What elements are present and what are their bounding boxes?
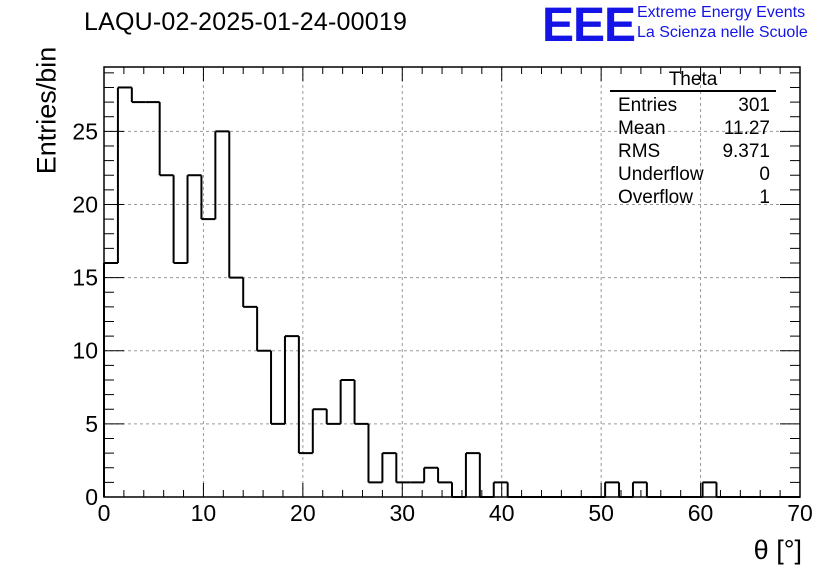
logo-line-1: Extreme Energy Events xyxy=(637,4,806,21)
stats-title: Theta xyxy=(610,70,776,92)
x-axis-label: θ [°] xyxy=(753,535,802,565)
chart-title: LAQU-02-2025-01-24-00019 xyxy=(84,8,408,36)
stats-row: Underflow 0 xyxy=(610,163,776,186)
y-tick-label: 0 xyxy=(85,484,98,510)
y-tick-label: 15 xyxy=(72,265,98,291)
y-tick-label: 20 xyxy=(72,191,98,217)
plot-frame xyxy=(103,66,801,498)
stats-value: 0 xyxy=(759,164,770,185)
stats-row: Entries 301 xyxy=(610,94,776,117)
y-tick-label: 10 xyxy=(72,338,98,364)
stats-label: Underflow xyxy=(618,164,704,185)
eee-logo: EEE xyxy=(542,0,636,52)
x-tick-label: 60 xyxy=(688,500,714,526)
stats-value: 1 xyxy=(759,187,770,208)
stats-label: RMS xyxy=(618,141,661,162)
x-tick-label: 10 xyxy=(191,500,217,526)
x-tick-label: 50 xyxy=(588,500,614,526)
stats-row: RMS 9.371 xyxy=(610,140,776,163)
stats-value: 301 xyxy=(738,95,770,116)
x-tick-label: 0 xyxy=(98,500,111,526)
stats-label: Entries xyxy=(618,95,678,116)
x-tick-label: 30 xyxy=(389,500,415,526)
y-axis-label: Entries/bin xyxy=(31,46,62,175)
y-tick-label: 25 xyxy=(72,118,98,144)
stats-box: Theta Entries 301 Mean 11.27 RMS 9.371 Unde… xyxy=(610,70,776,209)
stats-value: 9.371 xyxy=(722,141,770,162)
stats-row: Overflow 1 xyxy=(610,186,776,209)
stats-row: Mean 11.27 xyxy=(610,117,776,140)
stats-label: Mean xyxy=(618,118,666,139)
stats-value: 11.27 xyxy=(723,118,770,139)
x-tick-label: 70 xyxy=(787,500,813,526)
x-tick-label: 40 xyxy=(489,500,515,526)
grid-lines xyxy=(104,67,800,497)
logo-line-2: La Scienza nelle Scuole xyxy=(637,24,808,41)
stats-label: Overflow xyxy=(618,187,693,208)
y-tick-label: 5 xyxy=(85,411,98,437)
x-tick-label: 20 xyxy=(290,500,316,526)
